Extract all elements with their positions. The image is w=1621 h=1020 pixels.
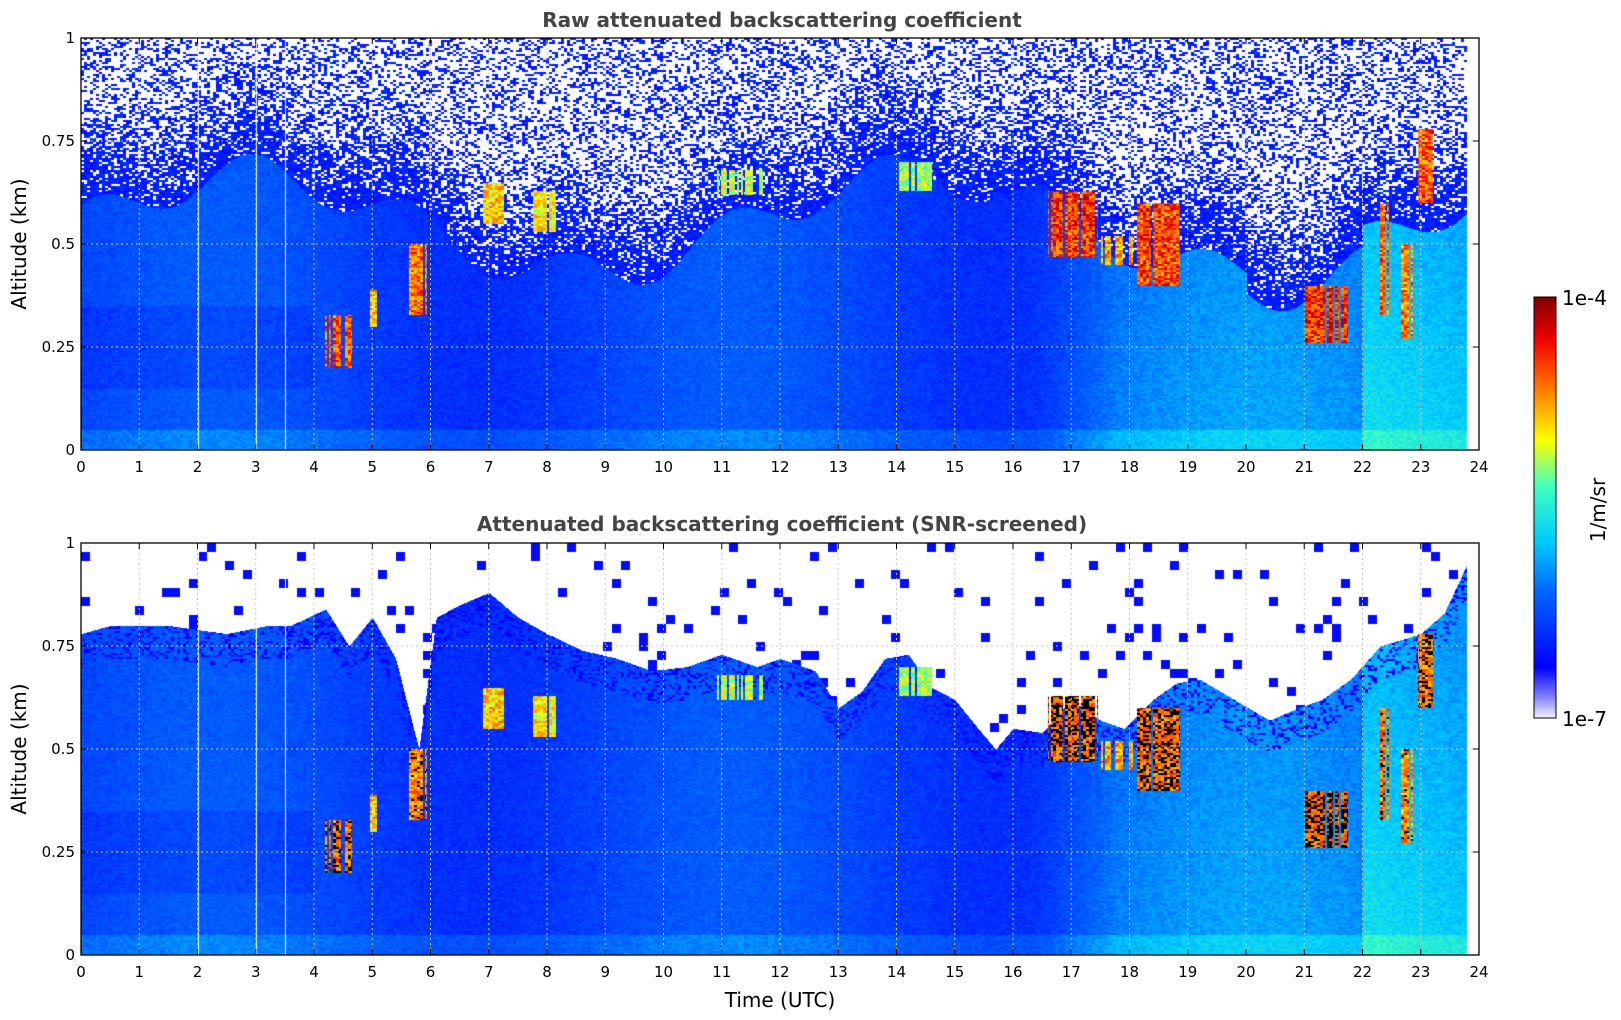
x-tick-label: 3	[251, 963, 261, 981]
x-tick-label: 23	[1411, 458, 1430, 476]
x-tick-label: 11	[712, 963, 731, 981]
x-tick-label: 15	[945, 458, 964, 476]
x-tick-label: 8	[542, 458, 552, 476]
x-tick-label: 24	[1469, 458, 1488, 476]
y-tick-label: 0.25	[42, 843, 75, 861]
y-tick-label: 0.75	[42, 637, 75, 655]
x-tick-label: 18	[1120, 458, 1139, 476]
y-tick-label: 0.5	[51, 235, 75, 253]
x-tick-label: 3	[251, 458, 261, 476]
x-tick-label: 21	[1295, 963, 1314, 981]
colorbar-max-label: 1e-4	[1562, 286, 1607, 310]
y-tick-label: 0.5	[51, 740, 75, 758]
x-tick-label: 19	[1178, 963, 1197, 981]
x-tick-label: 17	[1062, 963, 1081, 981]
x-tick-label: 8	[542, 963, 552, 981]
x-tick-label: 0	[76, 458, 86, 476]
x-tick-label: 14	[887, 458, 906, 476]
colorbar-label: 1/m/sr	[1586, 477, 1610, 542]
chart-title: Attenuated backscattering coefficient (S…	[477, 512, 1087, 536]
y-axis-ticks: 0 0.25 0.5 0.75 1	[42, 29, 1479, 459]
x-tick-label: 12	[770, 458, 789, 476]
x-tick-label: 1	[134, 963, 144, 981]
x-tick-label: 2	[193, 458, 203, 476]
x-tick-label: 19	[1178, 458, 1197, 476]
x-tick-label: 4	[309, 963, 319, 981]
y-axis-label: Altitude (km)	[7, 178, 31, 309]
x-tick-label: 15	[945, 963, 964, 981]
y-axis-label: Altitude (km)	[7, 683, 31, 814]
x-tick-label: 6	[426, 963, 436, 981]
y-tick-label: 0	[65, 441, 75, 459]
colorbar-gradient	[1533, 296, 1557, 719]
y-tick-label: 0.75	[42, 132, 75, 150]
x-tick-label: 13	[829, 458, 848, 476]
snr-screened-panel: Attenuated backscattering coefficient (S…	[7, 512, 1489, 1012]
x-tick-label: 20	[1236, 963, 1255, 981]
x-tick-label: 0	[76, 963, 86, 981]
x-tick-label: 9	[600, 458, 610, 476]
x-tick-label: 24	[1469, 963, 1488, 981]
x-tick-label: 7	[484, 458, 494, 476]
x-tick-label: 18	[1120, 963, 1139, 981]
x-tick-label: 11	[712, 458, 731, 476]
y-tick-label: 1	[65, 534, 75, 552]
x-tick-label: 23	[1411, 963, 1430, 981]
x-tick-label: 5	[367, 963, 377, 981]
x-tick-label: 5	[367, 458, 377, 476]
y-tick-label: 0	[65, 946, 75, 964]
x-tick-label: 6	[426, 458, 436, 476]
raw-backscatter-panel: Raw attenuated backscattering coefficien…	[7, 8, 1489, 476]
x-axis-label: Time (UTC)	[724, 988, 836, 1012]
x-tick-label: 4	[309, 458, 319, 476]
x-tick-label: 10	[654, 458, 673, 476]
x-tick-label: 12	[770, 963, 789, 981]
y-tick-label: 1	[65, 29, 75, 47]
colorbar: 1e-4 1e-7 1/m/sr	[1533, 286, 1610, 731]
x-tick-label: 16	[1003, 458, 1022, 476]
x-tick-label: 14	[887, 963, 906, 981]
x-axis-ticks: 0 1 2 3 4 5 6 7 8 9 10 11 12 13 14 15 16 17 18 19 20 21 22 23 24	[76, 38, 1489, 476]
grid-lines	[81, 38, 1479, 450]
x-tick-label: 2	[193, 963, 203, 981]
x-tick-label: 22	[1353, 963, 1372, 981]
x-tick-label: 22	[1353, 458, 1372, 476]
x-tick-label: 16	[1003, 963, 1022, 981]
grid-lines	[81, 543, 1479, 955]
x-tick-label: 17	[1062, 458, 1081, 476]
x-tick-label: 10	[654, 963, 673, 981]
x-tick-label: 7	[484, 963, 494, 981]
x-axis-ticks: 0 1 2 3 4 5 6 7 8 9 10 11 12 13 14 15 16 17 18 19 20 21 22 23 24	[76, 543, 1489, 981]
y-axis-ticks: 0 0.25 0.5 0.75 1	[42, 534, 1479, 964]
x-tick-label: 21	[1295, 458, 1314, 476]
x-tick-label: 1	[134, 458, 144, 476]
x-tick-label: 9	[600, 963, 610, 981]
chart-title: Raw attenuated backscattering coefficien…	[542, 8, 1022, 32]
colorbar-min-label: 1e-7	[1562, 707, 1607, 731]
y-tick-label: 0.25	[42, 338, 75, 356]
x-tick-label: 13	[829, 963, 848, 981]
x-tick-label: 20	[1236, 458, 1255, 476]
